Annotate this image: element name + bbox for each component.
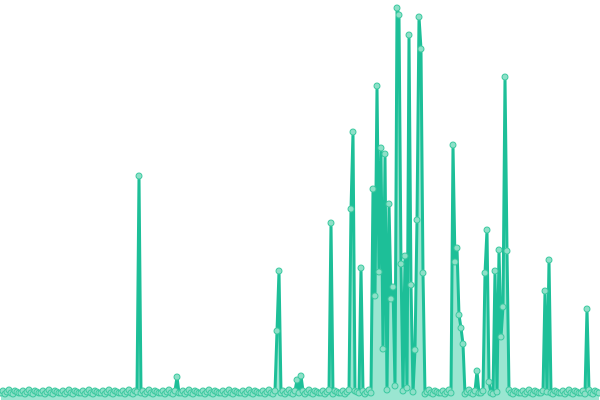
data-point (451, 258, 459, 266)
data-point (357, 264, 365, 272)
data-point (501, 73, 509, 81)
data-point (473, 367, 481, 375)
data-point (349, 128, 357, 136)
data-point (583, 305, 591, 313)
data-points (0, 4, 600, 398)
data-point (405, 31, 413, 39)
data-point (407, 281, 415, 289)
data-point (385, 200, 393, 208)
data-point (409, 388, 417, 396)
data-point (375, 268, 383, 276)
data-point (415, 13, 423, 21)
data-point (413, 216, 421, 224)
data-point (173, 373, 181, 381)
data-point (453, 244, 461, 252)
data-point (403, 384, 411, 392)
data-point (419, 269, 427, 277)
data-point (389, 283, 397, 291)
data-point (447, 389, 455, 397)
data-point (275, 267, 283, 275)
data-point (345, 386, 353, 394)
data-point (449, 141, 457, 149)
data-point (497, 333, 505, 341)
data-point (495, 246, 503, 254)
data-point (347, 205, 355, 213)
data-point (481, 269, 489, 277)
data-point (417, 45, 425, 53)
data-point (503, 247, 511, 255)
data-point (379, 345, 387, 353)
data-point (377, 144, 385, 152)
data-point (135, 172, 143, 180)
data-point (369, 185, 377, 193)
series-line (0, 6, 600, 396)
data-point (371, 292, 379, 300)
data-point (297, 372, 305, 380)
data-point (499, 303, 507, 311)
data-point (383, 386, 391, 394)
data-point (387, 295, 395, 303)
data-point (381, 150, 389, 158)
data-point (541, 287, 549, 295)
data-point (595, 389, 600, 397)
data-point (491, 267, 499, 275)
data-point (293, 376, 301, 384)
data-point (459, 340, 467, 348)
data-point (485, 378, 493, 386)
data-point (395, 11, 403, 19)
data-point (367, 389, 375, 397)
data-point (545, 256, 553, 264)
data-point (411, 346, 419, 354)
data-point (273, 327, 281, 335)
data-point (483, 226, 491, 234)
data-point (457, 324, 465, 332)
data-point (493, 388, 501, 396)
data-point (271, 387, 279, 395)
data-point (327, 219, 335, 227)
data-point (455, 311, 463, 319)
data-point (391, 382, 399, 390)
data-point (393, 4, 401, 12)
data-point (373, 82, 381, 90)
data-point (397, 260, 405, 268)
data-point (401, 252, 409, 260)
data-point (479, 387, 487, 395)
